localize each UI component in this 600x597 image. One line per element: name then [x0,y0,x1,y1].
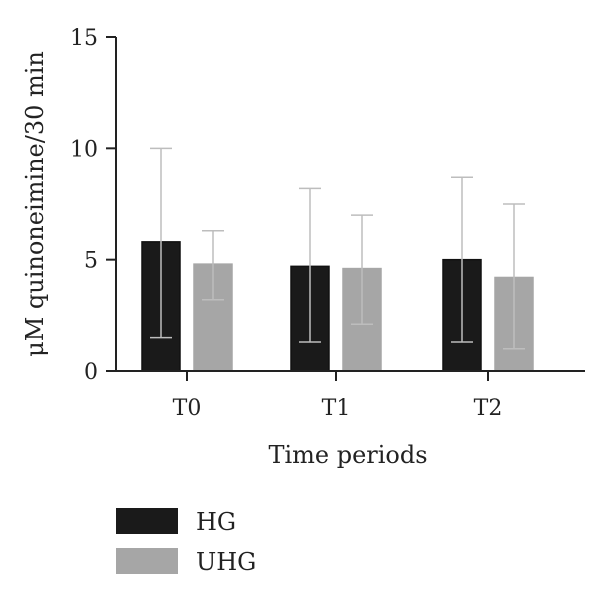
legend-swatch-uhg [116,548,178,574]
y-tick-label: 5 [84,249,98,274]
y-tick-label: 10 [70,137,98,162]
error-bars-layer [150,147,525,350]
y-tick-label: 0 [84,360,98,385]
y-ticks: 0 5 10 15 [70,26,116,385]
legend-label-uhg: UHG [196,548,256,576]
bars-layer [141,241,534,372]
y-tick-label: 15 [70,26,98,51]
legend: HG UHG [116,508,256,576]
x-axis-label: Time periods [268,441,427,469]
x-ticks: T0 T1 T2 [173,371,503,421]
legend-swatch-hg [116,508,178,534]
x-tick-label: T2 [474,396,503,421]
legend-label-hg: HG [196,508,236,536]
x-tick-label: T1 [322,396,351,421]
y-axis-label: μM quinoneimine/30 min [21,51,49,357]
x-tick-label: T0 [173,396,202,421]
